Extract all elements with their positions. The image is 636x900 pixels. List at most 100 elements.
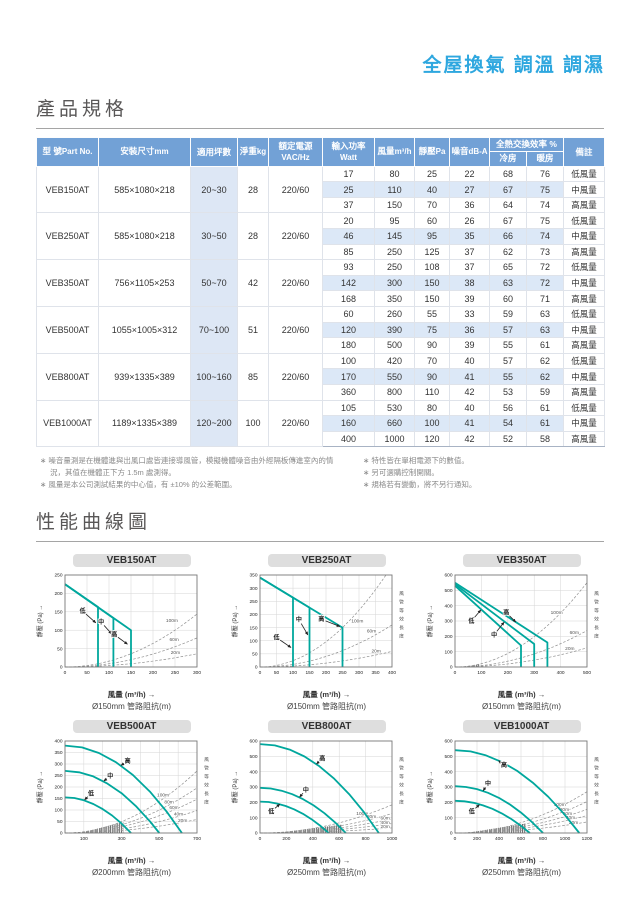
cell-note: 高風量	[563, 430, 606, 448]
resistance-curve	[259, 651, 392, 668]
x-tick-label: 400	[308, 836, 316, 842]
cell-size: 585×1080×218	[98, 165, 191, 214]
x-tick-label: 300	[354, 670, 362, 676]
cell-watt: 160	[322, 415, 375, 432]
cell-note: 高風量	[563, 337, 606, 354]
x-tick-label: 300	[117, 836, 125, 842]
chart-duct-resistance-label: Ø200mm 管路阻抗(m)	[91, 868, 172, 878]
y-tick-label: 50	[57, 647, 63, 653]
y-tick-label: 300	[249, 586, 257, 592]
col-part-no: 型 號Part No.	[36, 137, 99, 167]
cell-power: 220/60	[268, 399, 323, 448]
cell-flow: 420	[374, 352, 415, 370]
speed-label: 中	[98, 618, 104, 626]
col-note: 備註	[563, 137, 606, 167]
cell-flow: 95	[374, 212, 415, 229]
cell-cool: 60	[489, 290, 527, 307]
chart-title: VEB150AT	[72, 554, 191, 568]
x-tick-label: 600	[335, 836, 343, 842]
spec-table-body: VEB150AT 585×1080×218 20~30 28 220/60 17 80 25 2…	[36, 165, 606, 448]
x-tick-label: 800	[361, 836, 369, 842]
y-tick-label: 200	[444, 800, 452, 806]
right-axis-label: 度	[204, 799, 209, 806]
cell-flow: 110	[374, 181, 415, 198]
chart-title: VEB350AT	[462, 554, 581, 568]
speed-label: 低	[267, 808, 274, 816]
cell-heat: 74	[525, 228, 565, 245]
spec-row-veb350at-0: VEB350AT 756×1105×253 50~70 42 220/60 93 250 10…	[36, 259, 606, 307]
cell-note: 高風量	[563, 383, 606, 401]
speed-label: 高	[319, 755, 325, 763]
cell-weight: 28	[237, 165, 269, 214]
cell-watt: 170	[322, 368, 375, 385]
spec-section-title: 產品規格	[36, 94, 604, 129]
resistance-curve-label: 60m	[562, 812, 571, 818]
x-tick-label: 300	[530, 670, 538, 676]
resistance-curve-label: 80m	[559, 807, 568, 813]
cell-heat: 62	[525, 368, 565, 385]
cell-flow: 250	[374, 259, 415, 276]
cell-area: 50~70	[190, 259, 238, 307]
chart-veb350at: VEB350AT 100m 60m 20m 低中高 0 100 200 300 400 500 0 10…	[418, 550, 613, 712]
y-tick-label: 300	[249, 785, 257, 791]
fan-curve-低	[454, 800, 530, 835]
cell-db: 42	[449, 430, 490, 448]
footnotes-left: 噪音量測是在機體進與出風口處皆連接導風管，模擬機體噪音由外經隔板傳進室內的情況，…	[40, 455, 345, 491]
cell-db: 38	[449, 274, 490, 292]
cell-heat: 72	[525, 274, 565, 292]
speed-label: 高	[124, 758, 130, 766]
cell-watt: 17	[322, 165, 375, 183]
resistance-curve-label: 60m	[169, 805, 178, 811]
cell-heat: 63	[525, 321, 565, 339]
right-axis-label: 效	[399, 616, 404, 623]
y-tick-label: 300	[444, 785, 452, 791]
cell-power: 220/60	[268, 165, 323, 214]
cell-watt: 20	[322, 212, 375, 229]
y-tick-label: 0	[449, 831, 452, 837]
y-tick-label: 400	[444, 770, 452, 776]
col-power: 額定電源VAC/Hz	[268, 137, 323, 167]
cell-note: 低風量	[563, 165, 606, 183]
resistance-curve-label: 100m	[550, 610, 562, 616]
x-tick-label: 0	[453, 670, 456, 676]
cell-flow: 390	[374, 321, 415, 339]
spec-row-veb250at-2: 85 250 125 37 62 73 高風量	[37, 243, 606, 261]
x-tick-label: 0	[258, 670, 261, 676]
y-tick-label: 600	[444, 573, 452, 579]
cell-flow: 530	[374, 399, 415, 417]
cell-flow: 80	[374, 165, 415, 183]
cell-flow: 660	[374, 415, 415, 432]
chart-x-axis-label: 風量 (m³/h) →	[302, 856, 351, 866]
resistance-curve-label: 100m	[553, 802, 565, 808]
right-axis-label: 管	[399, 765, 404, 772]
x-tick-label: 250	[170, 670, 178, 676]
cell-note: 高風量	[563, 290, 606, 307]
spec-row-veb800at-1: 170 550 90 41 55 62 中風量	[37, 368, 606, 385]
cell-heat: 61	[525, 399, 565, 417]
y-tick-label: 400	[249, 770, 257, 776]
cell-db: 36	[449, 196, 490, 214]
cell-note: 低風量	[563, 212, 606, 229]
y-tick-label: 0	[254, 831, 257, 837]
resistance-curve-label: 100m	[157, 793, 169, 799]
fan-curve-低	[453, 585, 522, 668]
page-tagline: 全屋換氣 調溫 調濕	[422, 55, 605, 76]
y-axis-label: 靜壓 (Pa) →	[231, 771, 239, 804]
y-tick-label: 400	[54, 739, 62, 745]
col-noise: 噪音dB-A	[449, 137, 490, 167]
x-tick-label: 0	[63, 670, 66, 676]
y-axis-label: 靜壓 (Pa) →	[36, 771, 44, 804]
y-tick-label: 400	[444, 604, 452, 610]
cell-model: VEB150AT	[36, 165, 99, 214]
col-heating: 暖房	[525, 150, 565, 167]
col-efficiency: 全熱交換效率 %	[488, 137, 565, 152]
cell-size: 585×1080×218	[98, 212, 191, 261]
cell-area: 120~200	[190, 399, 238, 448]
cell-note: 高風量	[563, 243, 606, 261]
cell-heat: 63	[525, 305, 565, 323]
cell-flow: 1000	[374, 430, 415, 448]
cell-cool: 55	[489, 368, 527, 385]
cell-pa: 60	[414, 212, 450, 229]
fan-curve-中	[453, 583, 535, 668]
